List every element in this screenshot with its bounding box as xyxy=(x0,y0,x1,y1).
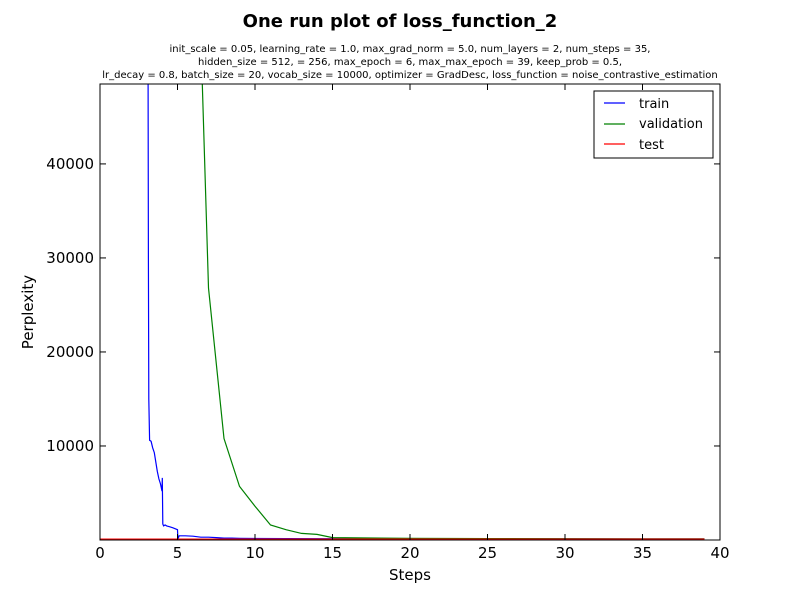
x-tick-label-8: 40 xyxy=(710,544,729,562)
chart-title: One run plot of loss_function_2 xyxy=(243,11,558,32)
legend-label-test: test xyxy=(639,138,664,153)
legend-label-validation: validation xyxy=(639,117,703,132)
x-tick-label-0: 0 xyxy=(95,544,105,562)
x-tick-label-6: 30 xyxy=(555,544,574,562)
chart-subtitle-line-1: init_scale = 0.05, learning_rate = 1.0, … xyxy=(170,44,651,55)
series-layer xyxy=(100,84,705,540)
legend: train validation test xyxy=(593,90,714,159)
legend-label-train: train xyxy=(639,97,669,112)
y-tick-label-3: 40000 xyxy=(46,155,94,173)
y-tick-label-0: 10000 xyxy=(46,437,94,455)
ticks-layer: 0 5 10 15 20 25 30 35 40 10000 20000 30000 40000 xyxy=(46,84,730,562)
y-axis-label: Perplexity xyxy=(19,275,37,349)
x-tick-label-5: 25 xyxy=(478,544,497,562)
y-tick-label-1: 20000 xyxy=(46,343,94,361)
x-axis-label: Steps xyxy=(389,566,431,584)
chart-subtitle-line-3: lr_decay = 0.8, batch_size = 20, vocab_s… xyxy=(102,70,718,81)
x-tick-label-1: 5 xyxy=(173,544,183,562)
x-tick-label-3: 15 xyxy=(323,544,342,562)
y-tick-label-2: 30000 xyxy=(46,249,94,267)
plot-area-frame xyxy=(99,83,721,541)
chart-subtitle-line-2: hidden_size = 512, = 256, max_epoch = 6,… xyxy=(198,57,622,68)
x-tick-label-2: 10 xyxy=(245,544,264,562)
x-tick-label-7: 35 xyxy=(633,544,652,562)
x-tick-label-4: 20 xyxy=(400,544,419,562)
